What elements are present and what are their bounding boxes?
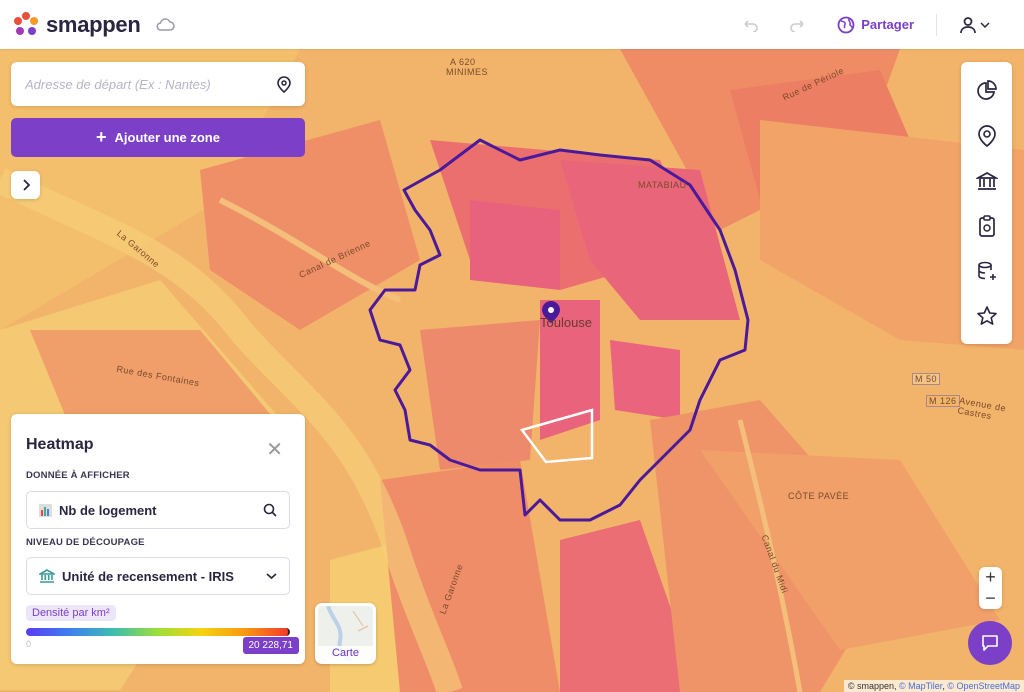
bar-chart-icon — [39, 503, 52, 517]
map-label: MINIMES — [446, 67, 489, 77]
data-label: DONNÉE À AFFICHER — [26, 470, 130, 481]
chat-button[interactable] — [968, 621, 1012, 665]
bank-icon[interactable] — [975, 170, 998, 192]
map-label: M 126 — [926, 395, 960, 407]
heatmap-panel: Heatmap ✕ DONNÉE À AFFICHER Nb de logeme… — [11, 414, 305, 664]
redo-icon[interactable] — [789, 18, 807, 32]
user-icon — [960, 16, 976, 33]
isochrone-zone-outline — [368, 138, 750, 522]
map-label: A 620 — [450, 57, 476, 67]
add-zone-label: Ajouter une zone — [114, 130, 220, 145]
brand-name: smappen — [46, 11, 141, 37]
chat-icon — [982, 635, 998, 651]
divider — [936, 13, 937, 36]
map-pin-icon[interactable] — [977, 124, 997, 147]
cloud-sync-icon — [156, 17, 176, 31]
unit-badge: Densité par km² — [26, 605, 116, 621]
map-label: MATABIAU — [638, 180, 687, 190]
attribution-osm-link[interactable]: © OpenStreetMap — [947, 681, 1020, 691]
map-pin-icon — [542, 301, 560, 323]
database-add-icon[interactable] — [976, 260, 998, 282]
map-label: M 50 — [912, 373, 941, 385]
map-attribution: © smappen, © MapTiler, © OpenStreetMap — [843, 680, 1024, 692]
color-scale-legend — [26, 628, 290, 636]
search-icon — [263, 503, 277, 517]
level-selector[interactable]: Unité de recensement - IRIS — [26, 557, 290, 595]
data-value: Nb de logement — [59, 502, 157, 518]
scale-max: 20 228,71 — [242, 637, 299, 654]
close-icon[interactable]: ✕ — [266, 439, 283, 461]
level-label: NIVEAU DE DÉCOUPAGE — [26, 537, 145, 548]
globe-icon — [837, 16, 855, 33]
level-value: Unité de recensement - IRIS — [62, 568, 234, 584]
chevron-down-icon — [980, 21, 990, 28]
undo-icon[interactable] — [741, 18, 759, 32]
basemap-label: Carte — [318, 646, 373, 661]
attribution-maptiler-link[interactable]: © MapTiler — [899, 681, 943, 691]
selected-iris-outline — [519, 408, 594, 464]
start-address-input[interactable] — [25, 76, 277, 92]
data-selector[interactable]: Nb de logement — [26, 491, 290, 529]
right-toolbar — [961, 62, 1012, 344]
user-menu-button[interactable] — [959, 16, 990, 34]
pie-chart-icon[interactable] — [976, 79, 998, 102]
scale-min: 0 — [26, 639, 32, 649]
chevron-right-icon — [22, 179, 30, 191]
map-label-city: Toulouse — [540, 315, 593, 330]
expand-panel-button[interactable] — [11, 171, 40, 199]
zoom-in-button[interactable]: + — [985, 567, 996, 587]
plus-icon: + — [96, 127, 107, 147]
basemap-toggle[interactable]: Carte — [315, 603, 376, 664]
top-bar: smappen Partager — [0, 0, 1024, 49]
location-pin-icon[interactable] — [277, 75, 291, 93]
share-button[interactable]: Partager — [837, 16, 914, 34]
star-icon[interactable] — [976, 305, 998, 327]
attribution-separator: , — [942, 681, 948, 691]
zoom-controls: + − — [979, 567, 1002, 609]
share-label: Partager — [861, 17, 914, 32]
chevron-down-icon — [266, 573, 277, 580]
smappen-logo-icon — [14, 11, 38, 35]
zoom-out-button[interactable]: − — [985, 588, 996, 608]
start-address-search — [11, 62, 305, 106]
logo[interactable]: smappen — [12, 11, 176, 39]
bank-icon — [39, 569, 55, 583]
heatmap-title: Heatmap — [26, 436, 94, 453]
map-label: CÔTE PAVÉE — [788, 491, 850, 501]
attribution-smappen: © smappen, — [847, 681, 897, 691]
clipboard-icon[interactable] — [977, 214, 997, 237]
add-zone-button[interactable]: + Ajouter une zone — [11, 118, 305, 157]
